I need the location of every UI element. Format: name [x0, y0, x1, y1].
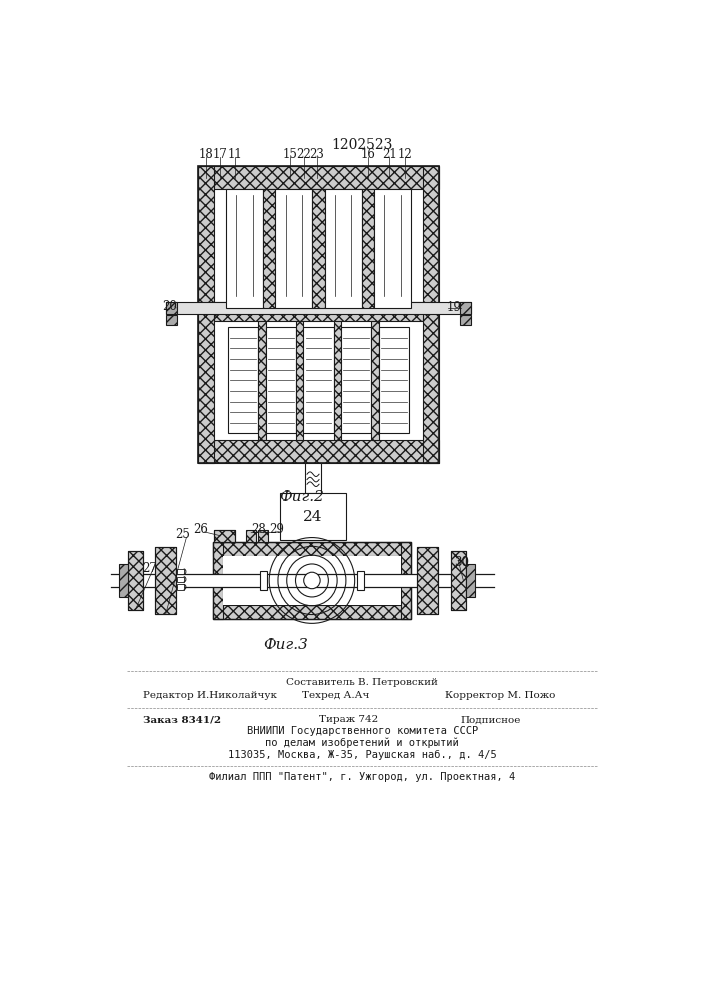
Text: 113035, Москва, Ж-35, Раушская наб., д. 4/5: 113035, Москва, Ж-35, Раушская наб., д. … — [228, 749, 497, 760]
Bar — [460, 315, 471, 325]
Bar — [177, 577, 184, 582]
Bar — [214, 530, 235, 542]
Bar — [334, 321, 341, 440]
Text: 27: 27 — [142, 562, 157, 575]
Text: 28: 28 — [251, 523, 266, 536]
Bar — [214, 542, 411, 556]
Bar — [305, 463, 321, 493]
Text: по делам изобретений и открытий: по делам изобретений и открытий — [265, 738, 460, 748]
Text: ВНИИПИ Государственного комитета СССР: ВНИИПИ Государственного комитета СССР — [247, 726, 478, 736]
Text: 15: 15 — [283, 148, 298, 161]
Bar — [214, 605, 411, 619]
Bar — [258, 530, 268, 542]
Bar — [214, 542, 223, 619]
Bar — [128, 551, 144, 610]
Bar — [417, 547, 438, 614]
Text: 19: 19 — [446, 301, 461, 314]
Bar — [417, 547, 438, 614]
Text: Корректор М. Пожо: Корректор М. Пожо — [445, 691, 555, 700]
Bar — [246, 530, 256, 542]
Bar — [467, 564, 475, 597]
Text: 26: 26 — [193, 523, 208, 536]
Bar — [451, 551, 467, 610]
Bar — [379, 327, 409, 433]
Bar — [119, 564, 128, 597]
Text: 16: 16 — [361, 148, 375, 161]
Text: Техред А.Ач: Техред А.Ач — [302, 691, 370, 700]
Bar — [266, 327, 296, 433]
Bar — [223, 556, 401, 605]
Text: 24: 24 — [303, 510, 323, 524]
Text: 22: 22 — [296, 148, 311, 161]
Text: Редактор И.Николайчук: Редактор И.Николайчук — [144, 691, 277, 700]
Bar — [362, 189, 374, 308]
Text: Тираж 742: Тираж 742 — [319, 715, 378, 724]
Text: Филиал ППП "Патент", г. Ужгород, ул. Проектная, 4: Филиал ППП "Патент", г. Ужгород, ул. Про… — [209, 772, 515, 782]
Text: 23: 23 — [310, 148, 325, 161]
Bar — [166, 315, 177, 325]
Text: 11: 11 — [228, 148, 243, 161]
Text: Фиг.2: Фиг.2 — [280, 490, 325, 504]
Bar — [460, 302, 471, 314]
Bar — [371, 321, 379, 440]
Bar — [198, 166, 439, 189]
Bar — [357, 571, 364, 590]
Bar — [198, 166, 439, 463]
Bar — [214, 302, 423, 321]
Bar — [401, 542, 411, 619]
Text: 25: 25 — [175, 528, 190, 541]
Text: 1202523: 1202523 — [332, 138, 393, 152]
Text: Фиг.3: Фиг.3 — [263, 638, 308, 652]
Bar — [214, 542, 411, 619]
Text: 20: 20 — [162, 300, 177, 313]
Bar — [341, 327, 371, 433]
Text: 18: 18 — [199, 148, 214, 161]
Bar — [312, 189, 325, 308]
Text: 21: 21 — [382, 148, 397, 161]
Bar — [198, 440, 439, 463]
Text: Составитель В. Петровский: Составитель В. Петровский — [286, 678, 438, 687]
Bar — [214, 530, 235, 542]
Text: Заказ 8341/2: Заказ 8341/2 — [144, 715, 221, 724]
Bar — [128, 551, 144, 610]
Bar — [263, 189, 275, 308]
Bar — [303, 327, 334, 433]
Bar — [258, 321, 266, 440]
Bar — [280, 493, 346, 540]
Bar — [226, 189, 263, 308]
Bar — [260, 571, 267, 590]
Bar — [325, 189, 362, 308]
Bar — [228, 327, 258, 433]
Bar — [451, 551, 467, 610]
Bar — [156, 547, 176, 614]
Text: Подписное: Подписное — [461, 715, 521, 724]
Bar — [275, 189, 312, 308]
Bar — [198, 166, 214, 463]
Text: 29: 29 — [269, 523, 284, 536]
Ellipse shape — [304, 572, 320, 589]
Bar — [156, 547, 176, 614]
Text: 12: 12 — [397, 148, 412, 161]
Bar — [166, 302, 471, 314]
Text: 30: 30 — [455, 556, 469, 569]
Bar — [177, 569, 184, 574]
Text: 17: 17 — [213, 148, 228, 161]
Bar — [166, 302, 177, 314]
Bar — [177, 584, 184, 590]
Bar — [374, 189, 411, 308]
Bar — [423, 166, 439, 463]
Bar — [112, 574, 494, 587]
Bar — [296, 321, 303, 440]
